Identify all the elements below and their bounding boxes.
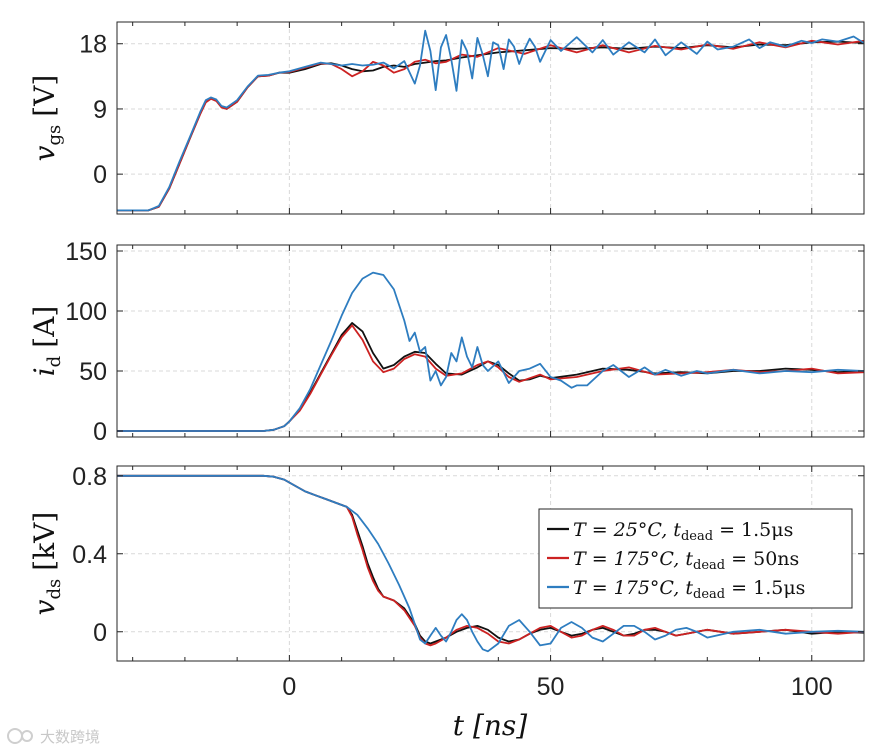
watermark-logo-icon bbox=[7, 728, 33, 744]
legend-entry: T = 175°C, tdead = 1.5μs bbox=[573, 577, 805, 602]
y-tick-label: 150 bbox=[65, 238, 107, 266]
x-tick-label: 50 bbox=[537, 673, 565, 701]
axes-box bbox=[116, 244, 865, 438]
y-tick-label: 0 bbox=[93, 418, 107, 446]
series-line-3 bbox=[117, 271, 864, 432]
series-line-2 bbox=[117, 39, 864, 212]
y-axis-label: vgs[V] bbox=[28, 75, 65, 162]
panel-id: 0 50 100 150 id[A] bbox=[28, 238, 865, 446]
series-group bbox=[117, 474, 864, 653]
panel-vgs: 0 9 18 vgs[V] bbox=[28, 21, 865, 215]
y-tick-label: 0 bbox=[93, 619, 107, 647]
series-line-3 bbox=[117, 474, 864, 653]
y-tick-label: 0.8 bbox=[72, 463, 107, 491]
y-tick-label: 0 bbox=[93, 161, 107, 189]
legend-box bbox=[538, 508, 853, 609]
x-tick-label: 0 bbox=[282, 673, 296, 701]
series-group bbox=[117, 29, 864, 212]
y-tick-label: 50 bbox=[79, 358, 107, 386]
y-axis-label: id[A] bbox=[28, 306, 65, 377]
panel-vds: 0 0.4 0.8 0 50 100 vds[kV] bbox=[28, 463, 865, 701]
legend-entry: T = 175°C, tdead = 50ns bbox=[573, 548, 799, 573]
series-group bbox=[117, 271, 864, 432]
axes-box bbox=[116, 465, 865, 662]
x-axis-label: t [ns] bbox=[453, 709, 527, 742]
y-tick-label: 100 bbox=[65, 298, 107, 326]
series-line-3 bbox=[117, 29, 864, 212]
axes-box bbox=[116, 21, 865, 215]
legend: T = 25°C, tdead = 1.5μs T = 175°C, tdead … bbox=[538, 508, 853, 609]
y-tick-label: 18 bbox=[79, 31, 107, 59]
y-tick-label: 0.4 bbox=[72, 541, 107, 569]
legend-entry: T = 25°C, tdead = 1.5μs bbox=[573, 519, 793, 544]
y-axis-label: vds[kV] bbox=[28, 512, 65, 616]
chart-panels: 0 9 18 vgs[V] 0 50 100 150 id[A] 0 0.4 0.8 0 50 100 vds… bbox=[28, 21, 865, 701]
y-tick-label: 9 bbox=[93, 96, 107, 124]
watermark: 大数跨境 bbox=[40, 728, 100, 746]
x-tick-label: 100 bbox=[791, 673, 833, 701]
